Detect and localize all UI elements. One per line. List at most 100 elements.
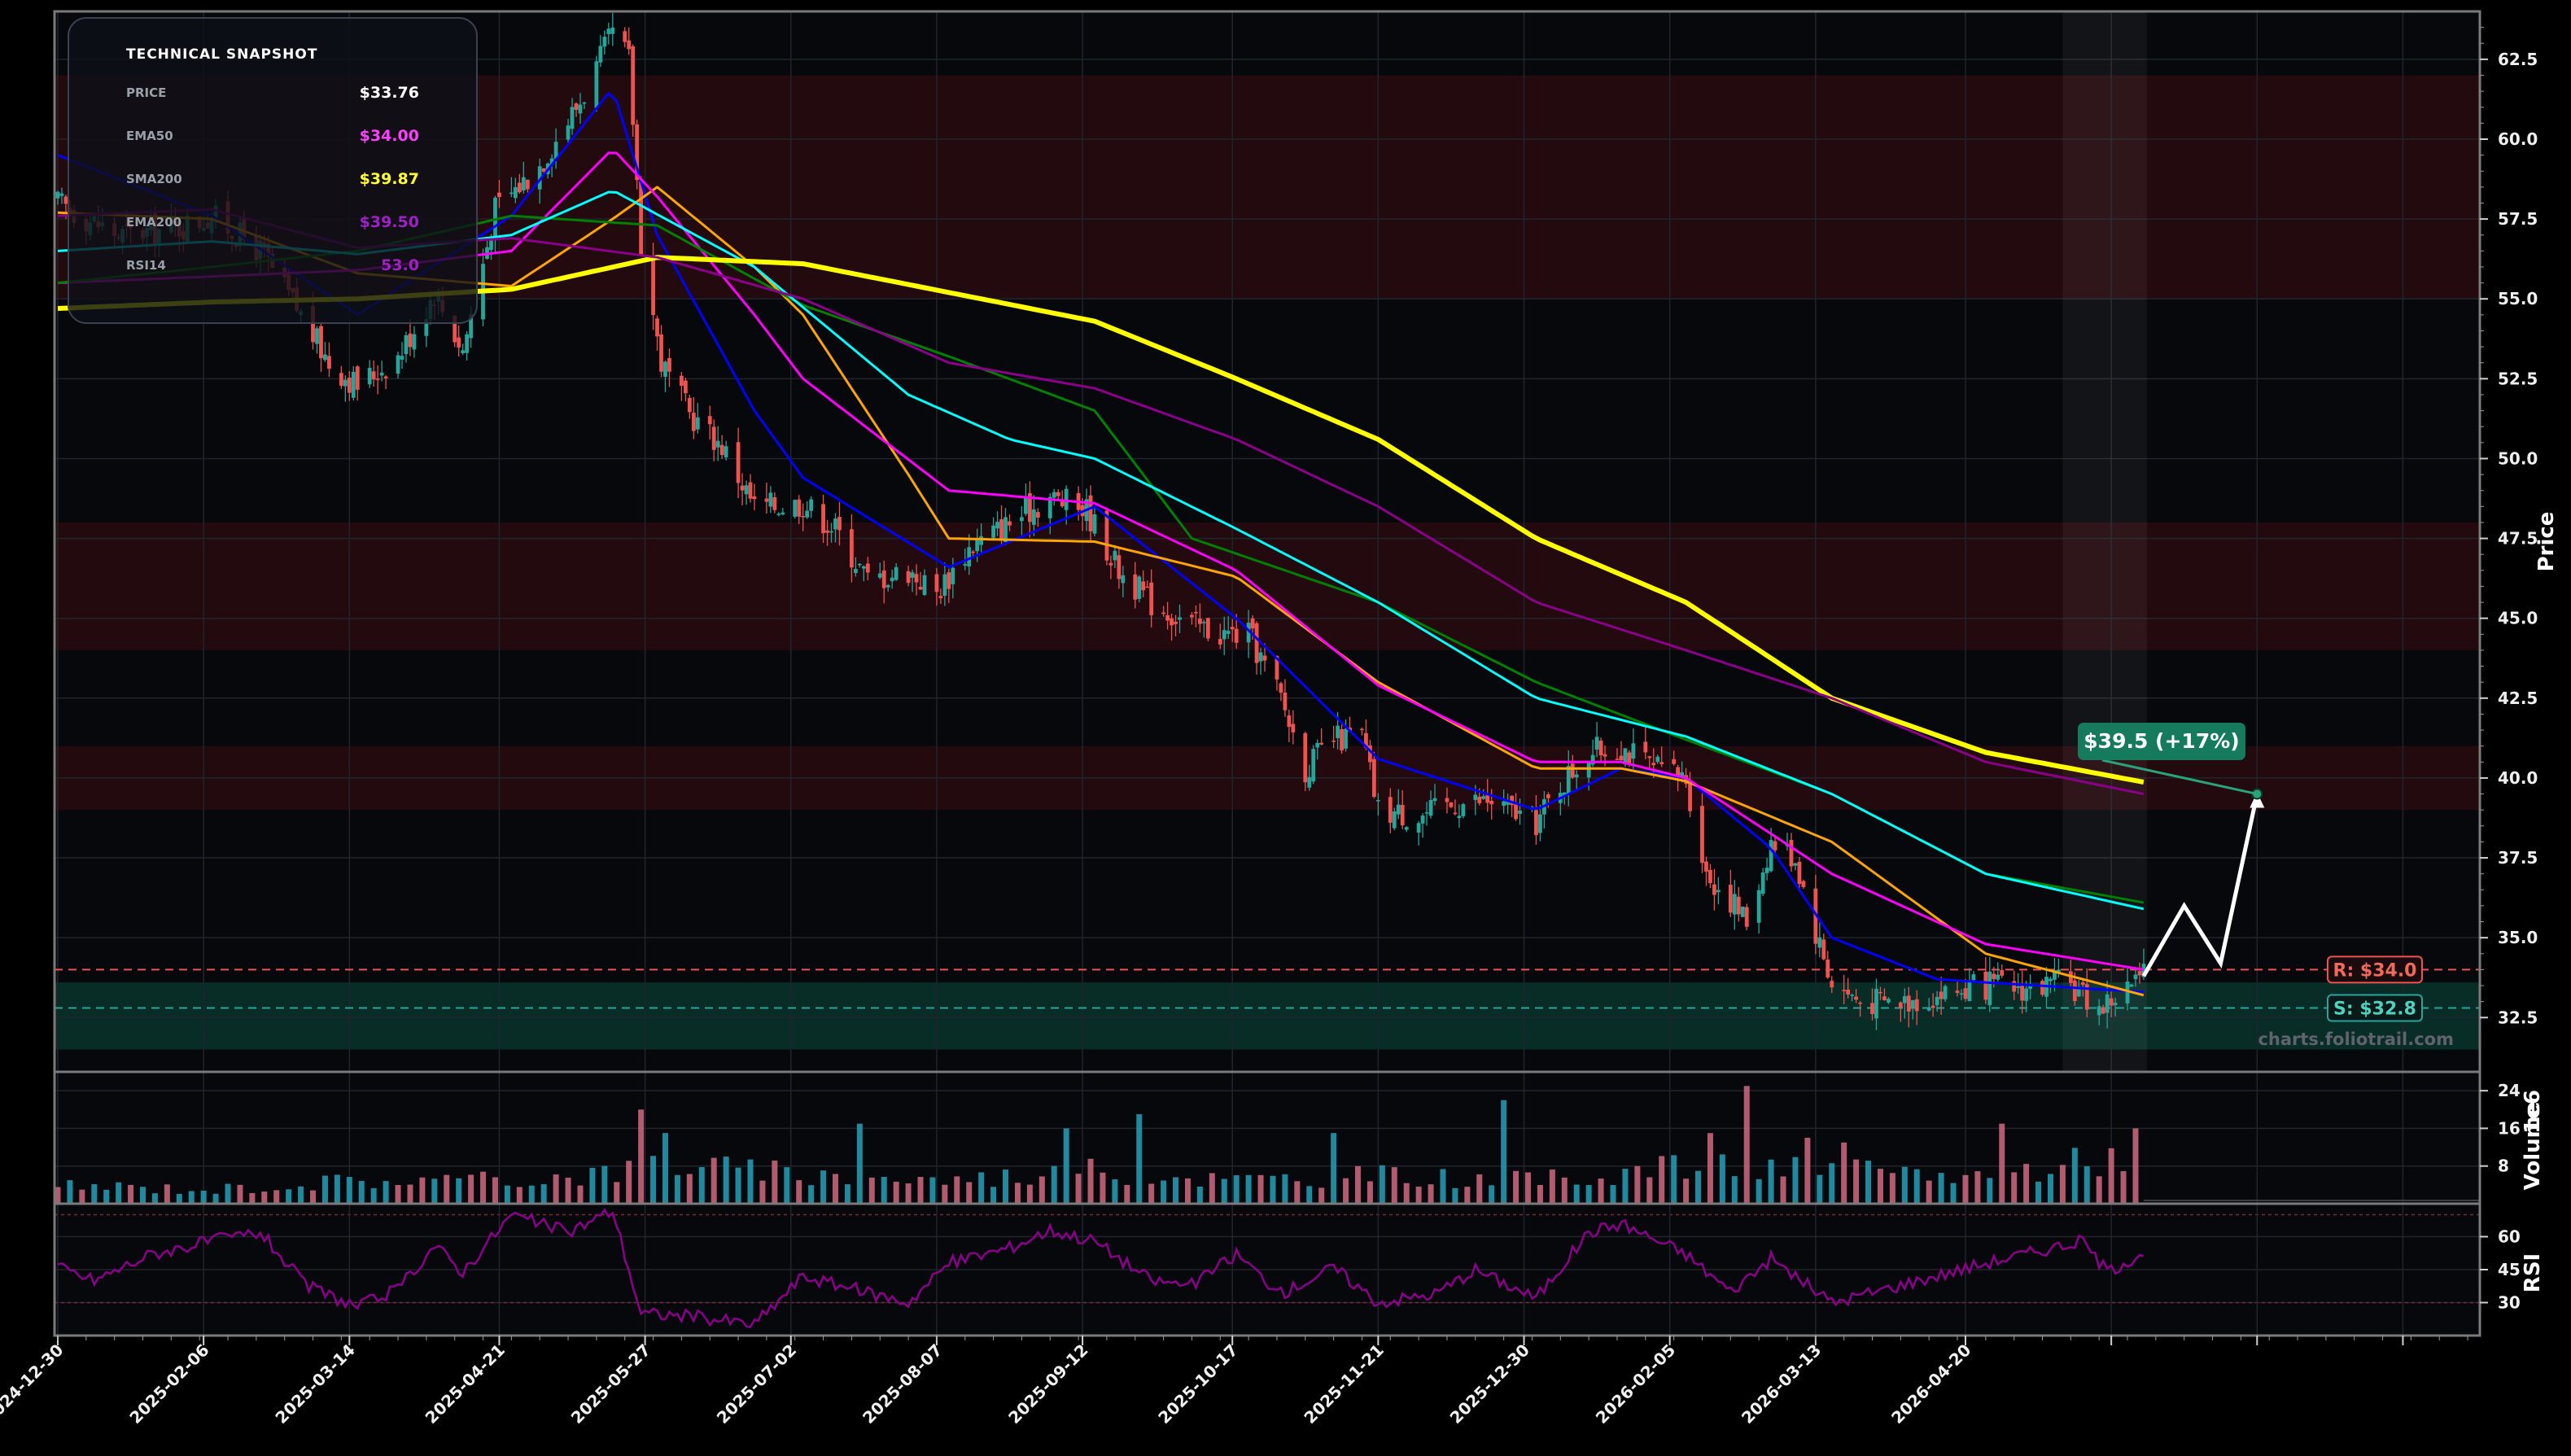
candle-body-329 — [1914, 999, 1919, 1012]
volume-bar-24 — [346, 1177, 352, 1204]
candle-body-160 — [963, 564, 968, 566]
candle-body-96 — [598, 46, 603, 63]
candle-body-324 — [1887, 999, 1891, 1003]
candle-body-85 — [537, 166, 542, 190]
candle-body-283 — [1655, 756, 1660, 763]
volume-bar-14 — [225, 1183, 231, 1204]
candle-body-331 — [1930, 1005, 1935, 1008]
snapshot-value-ema200: $39.50 — [360, 213, 419, 231]
volume-bar-138 — [1731, 1176, 1738, 1204]
candle-body-241 — [1420, 815, 1425, 824]
volume-bar-29 — [407, 1184, 413, 1204]
volume-bar-121 — [1525, 1172, 1532, 1204]
candle-body-359 — [2084, 984, 2089, 1010]
volume-bar-84 — [1075, 1174, 1082, 1204]
candle-body-306 — [1789, 839, 1794, 867]
candle-body-197 — [1170, 618, 1174, 626]
candle-body-132 — [801, 516, 806, 518]
target-connector — [2101, 759, 2258, 796]
volume-bar-149 — [1865, 1161, 1872, 1204]
candle-body-367 — [2133, 974, 2138, 980]
volume-bar-134 — [1683, 1178, 1690, 1204]
volume-bar-59 — [772, 1161, 778, 1204]
price-tick-label-9: 55.0 — [2498, 289, 2538, 308]
candle-body-94 — [582, 102, 587, 104]
volume-bar-130 — [1634, 1165, 1641, 1204]
candle-body-162 — [971, 551, 976, 553]
candle-body-58 — [379, 372, 384, 376]
candle-body-107 — [659, 334, 663, 372]
volume-bar-133 — [1671, 1155, 1677, 1204]
candle-body-138 — [833, 518, 837, 530]
volume-bar-151 — [1889, 1173, 1895, 1204]
candle-body-84 — [525, 179, 530, 190]
candle-body-137 — [829, 531, 833, 533]
volume-bar-123 — [1549, 1169, 1555, 1204]
volume-bar-7 — [140, 1187, 146, 1204]
candle-body-214 — [1262, 655, 1267, 661]
price-tick-label-6: 47.5 — [2498, 529, 2538, 549]
candle-body-342 — [1992, 973, 1996, 980]
volume-bar-161 — [2011, 1172, 2018, 1204]
volume-bar-112 — [1415, 1187, 1422, 1204]
candle-body-61 — [400, 356, 404, 360]
candle-body-133 — [805, 510, 810, 518]
volume-bar-135 — [1695, 1170, 1702, 1204]
candle-body-258 — [1514, 803, 1518, 820]
candle-body-205 — [1218, 639, 1222, 645]
volume-bar-46 — [614, 1182, 620, 1204]
price-tick-label-10: 57.5 — [2498, 209, 2538, 229]
candle-body-176 — [1052, 492, 1056, 498]
candle-body-357 — [2076, 986, 2081, 997]
candle-body-282 — [1651, 763, 1656, 766]
volume-exponent-label: 1e6 — [2521, 1090, 2545, 1134]
candle-body-279 — [1631, 743, 1636, 759]
candle-body-270 — [1586, 763, 1591, 778]
volume-bar-147 — [1841, 1142, 1847, 1204]
volume-bar-164 — [2047, 1174, 2053, 1204]
volume-bar-167 — [2083, 1166, 2090, 1204]
volume-bar-165 — [2059, 1165, 2066, 1204]
snapshot-label-ema200: EMA200 — [126, 215, 181, 230]
volume-bar-103 — [1306, 1186, 1313, 1204]
volume-bar-56 — [735, 1167, 741, 1204]
volume-bar-140 — [1756, 1178, 1762, 1204]
candle-body-368 — [2137, 971, 2142, 976]
volume-bar-19 — [286, 1189, 292, 1204]
volume-bar-66 — [856, 1123, 863, 1204]
candle-body-238 — [1400, 805, 1405, 826]
candle-body-83 — [521, 177, 526, 191]
candle-body-363 — [2109, 998, 2114, 1006]
candle-body-275 — [1615, 759, 1620, 760]
candle-body-157 — [942, 574, 947, 596]
volume-bar-90 — [1148, 1183, 1155, 1204]
candle-body-174 — [1035, 512, 1040, 518]
candle-body-195 — [1161, 612, 1166, 614]
candle-body-264 — [1546, 794, 1550, 798]
volume-bar-142 — [1780, 1176, 1786, 1204]
volume-bar-119 — [1501, 1100, 1507, 1204]
candle-body-313 — [1825, 959, 1830, 978]
volume-bar-146 — [1829, 1163, 1835, 1204]
candle-body-135 — [821, 504, 825, 534]
volume-bar-16 — [249, 1192, 256, 1204]
volume-bar-65 — [844, 1184, 850, 1204]
candle-body-113 — [691, 413, 696, 431]
rsi-axis-title: RSI — [2521, 1253, 2545, 1292]
candle-body-55 — [367, 367, 372, 385]
candle-body-121 — [740, 485, 745, 491]
candle-body-134 — [809, 499, 814, 511]
volume-bar-70 — [905, 1183, 912, 1204]
volume-bar-100 — [1270, 1175, 1276, 1204]
candle-body-338 — [1967, 982, 1972, 1002]
candle-body-358 — [2080, 982, 2085, 986]
candle-body-144 — [865, 563, 870, 573]
snapshot-label-sma200: SMA200 — [126, 172, 182, 186]
volume-bar-117 — [1476, 1174, 1483, 1204]
candle-body-231 — [1364, 732, 1368, 748]
volume-tick-label-1: 16 — [2498, 1118, 2521, 1138]
candle-body-335 — [1955, 990, 1960, 994]
volume-bar-11 — [188, 1191, 195, 1204]
candle-body-221 — [1307, 776, 1312, 788]
candle-body-0 — [55, 191, 60, 199]
